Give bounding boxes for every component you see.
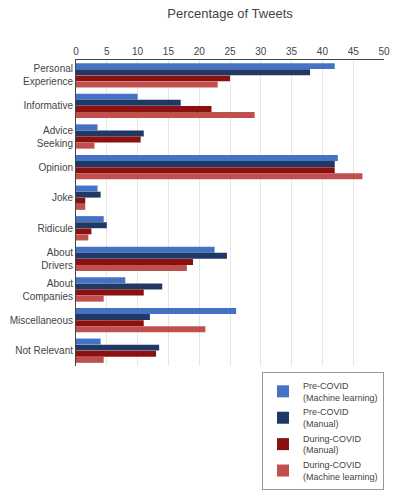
svg-text:Not Relevant: Not Relevant [15,345,73,356]
svg-text:5: 5 [104,46,110,57]
svg-text:AboutCompanies: AboutCompanies [22,278,73,302]
svg-text:15: 15 [163,46,175,57]
svg-text:PersonalExperience: PersonalExperience [23,63,73,87]
svg-text:Percentage of Tweets: Percentage of Tweets [167,6,293,21]
svg-text:30: 30 [255,46,267,57]
svg-text:20: 20 [194,46,206,57]
svg-text:10: 10 [132,46,144,57]
svg-text:Miscellaneous: Miscellaneous [10,315,73,326]
svg-text:Opinion: Opinion [39,162,73,173]
svg-text:Informative: Informative [24,100,74,111]
svg-text:Pre-COVID(Manual): Pre-COVID(Manual) [303,407,349,429]
svg-text:AboutDrivers: AboutDrivers [41,247,73,271]
svg-text:45: 45 [348,46,360,57]
svg-text:25: 25 [224,46,236,57]
svg-text:Ridicule: Ridicule [37,223,73,234]
svg-text:50: 50 [378,46,390,57]
svg-text:Joke: Joke [52,192,74,203]
svg-text:40: 40 [317,46,329,57]
svg-text:35: 35 [286,46,298,57]
svg-text:During-COVID(Machine learning): During-COVID(Machine learning) [303,460,378,482]
svg-text:0: 0 [73,46,79,57]
svg-text:AdviceSeeking: AdviceSeeking [37,125,74,149]
svg-text:Pre-COVID(Machine learning): Pre-COVID(Machine learning) [303,381,378,403]
svg-text:During-COVID(Manual): During-COVID(Manual) [303,434,362,456]
